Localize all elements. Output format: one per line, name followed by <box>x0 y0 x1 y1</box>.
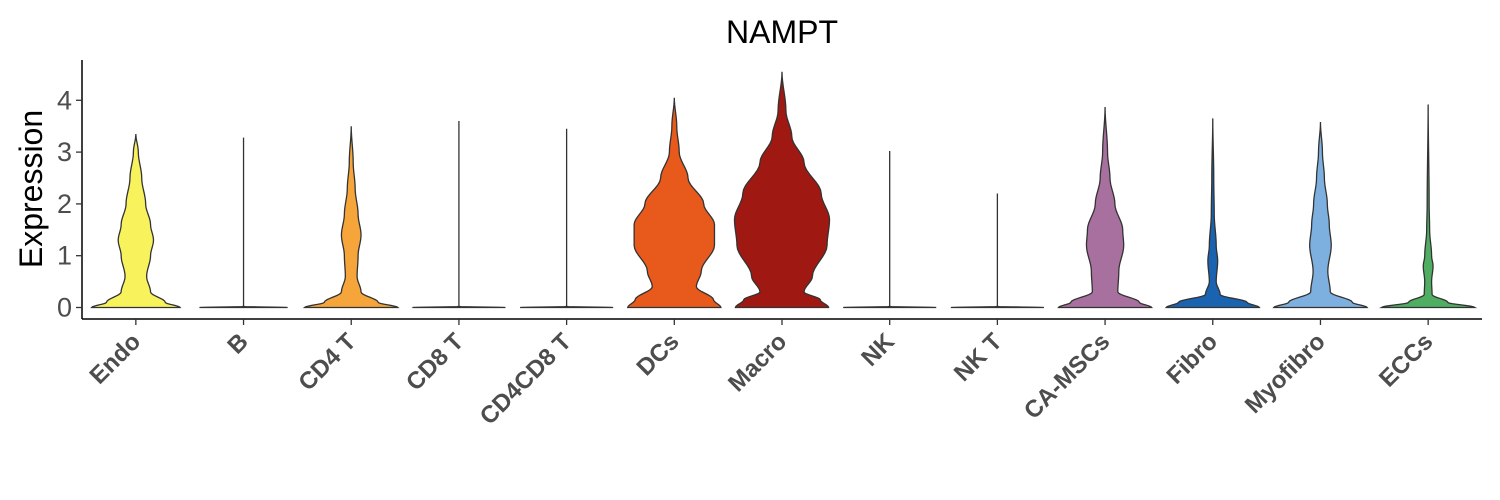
violin-nk <box>843 151 937 309</box>
x-tick-label: Fibro <box>1161 328 1223 390</box>
y-tick-label: 4 <box>57 85 72 115</box>
y-axis: 0 1 2 3 4 <box>57 60 83 323</box>
violin-myofibro <box>1272 122 1369 309</box>
chart-title: NAMPT <box>726 14 838 50</box>
y-tick-label: 3 <box>57 137 72 167</box>
violin-nk-t <box>950 193 1044 309</box>
violin-eccs <box>1379 104 1478 309</box>
x-tick-label: Endo <box>85 328 147 390</box>
violin-cd8-t <box>412 121 506 309</box>
violin-fibro <box>1164 118 1261 309</box>
x-tick-label: NK <box>856 328 900 372</box>
violin-endo <box>90 133 182 309</box>
y-axis-label: Expression <box>13 110 49 268</box>
violin-b <box>199 137 288 309</box>
violin-cd4-t <box>302 126 400 309</box>
y-tick-label: 1 <box>57 241 72 271</box>
y-tick-label: 0 <box>57 293 72 323</box>
x-tick-label: ECCs <box>1374 328 1438 392</box>
x-tick-label: Myofibro <box>1240 328 1331 419</box>
x-tick-label: CD4CD8 T <box>475 328 577 430</box>
violin-ca-mscs <box>1057 107 1153 309</box>
violin-cd4cd8-t <box>520 128 614 309</box>
x-tick-label: Macro <box>723 328 792 397</box>
violin-macro <box>733 71 831 309</box>
violin-dcs <box>626 97 722 309</box>
violins-group <box>90 71 1478 309</box>
x-tick-label: B <box>222 328 253 359</box>
y-tick-label: 2 <box>57 189 72 219</box>
x-tick-label: CD8 T <box>401 328 469 396</box>
x-tick-label: DCs <box>632 328 685 381</box>
x-tick-label: NK T <box>949 328 1008 387</box>
x-tick-label: CD4 T <box>293 328 361 396</box>
x-tick-label: CA-MSCs <box>1019 328 1115 424</box>
x-axis: Endo B CD4 T CD8 T CD4CD8 T DCs Macro NK NK T CA-… <box>82 318 1482 430</box>
